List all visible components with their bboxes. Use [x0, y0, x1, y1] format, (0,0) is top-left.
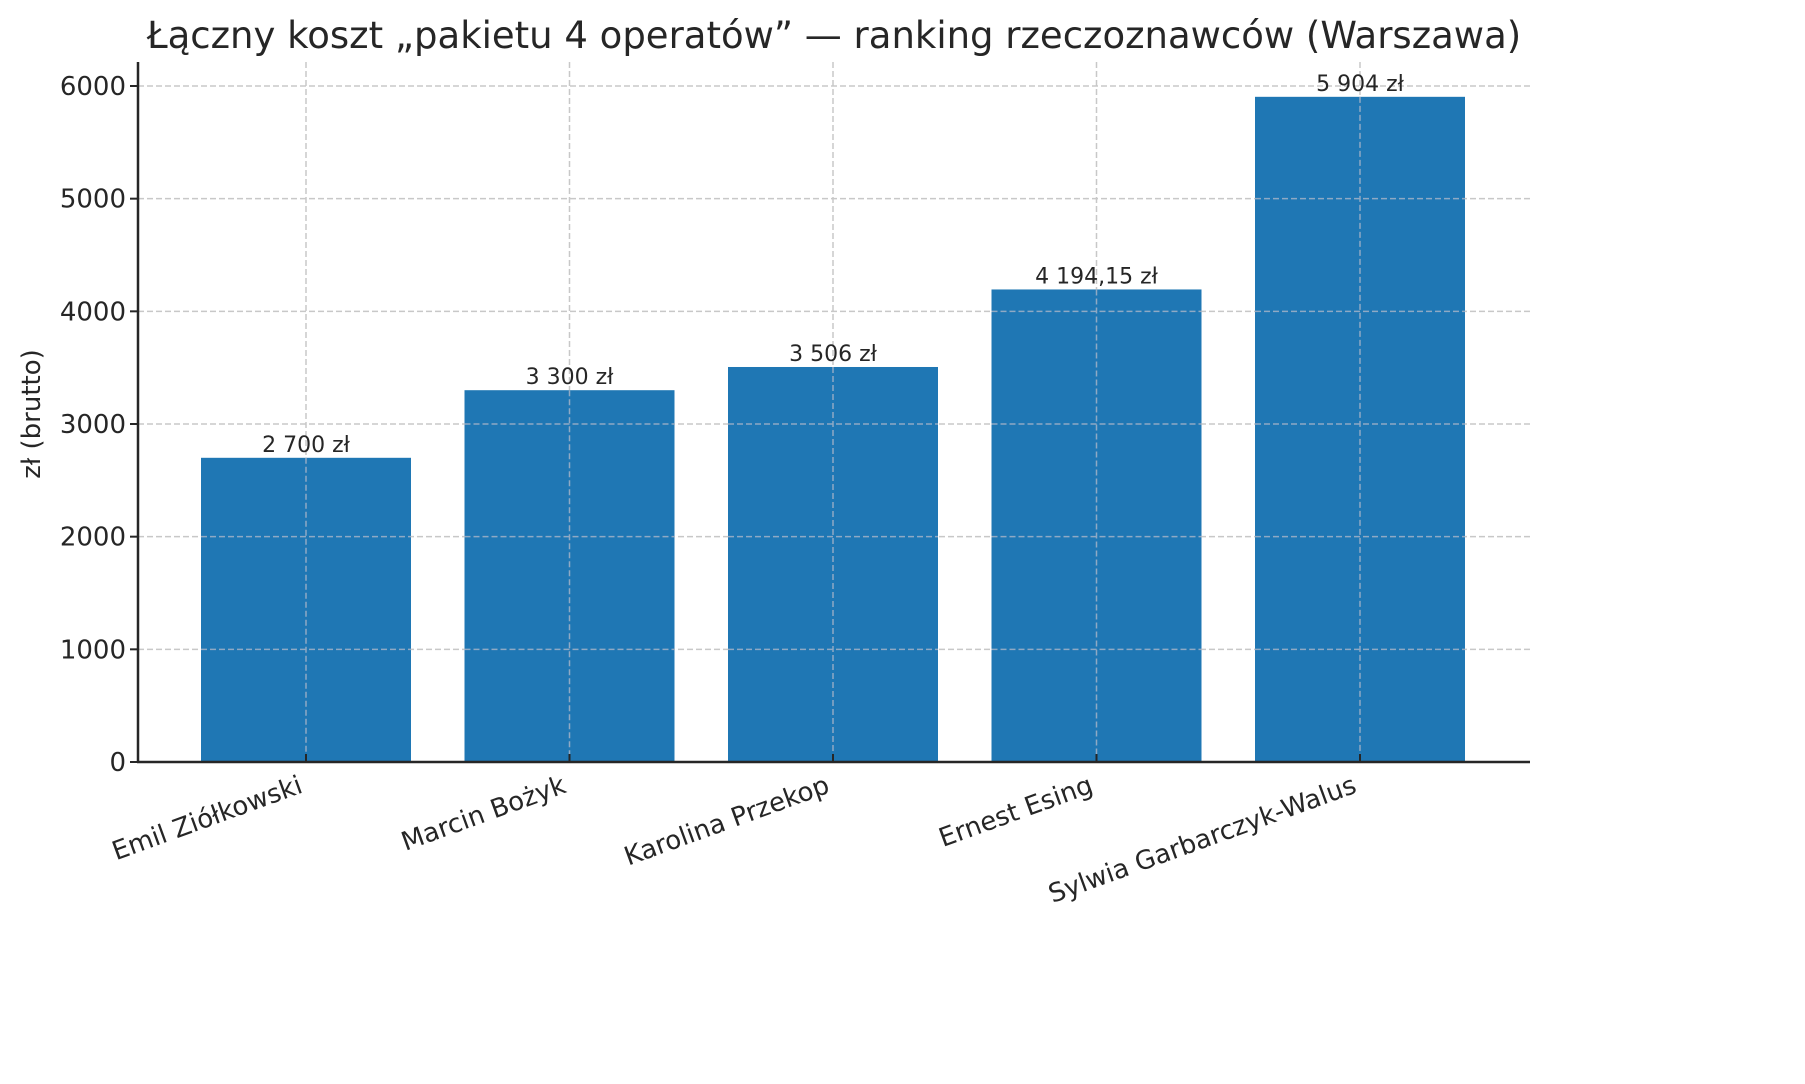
y-tick-label: 2000 [60, 523, 126, 553]
bar-value-label: 2 700 zł [262, 433, 351, 458]
y-tick-label: 0 [109, 748, 126, 778]
x-axis-ticks: Emil Ziółkowski Marcin Bożyk Karolina Prze… [108, 754, 1361, 910]
y-tick-label: 4000 [60, 297, 126, 327]
y-axis-ticks: 0 1000 2000 3000 4000 5000 6000 [60, 72, 138, 778]
bar-value-label: 4 194,15 zł [1035, 264, 1159, 289]
gridlines-over-bars [201, 96, 1465, 762]
bar-value-label: 5 904 zł [1316, 72, 1405, 97]
y-tick-label: 5000 [60, 185, 126, 215]
chart-title: Łączny koszt „pakietu 4 operatów” — rank… [146, 14, 1521, 57]
bar-value-label: 3 300 zł [526, 365, 615, 390]
x-tick-label: Ernest Esing [935, 770, 1097, 853]
x-tick-label: Karolina Przekop [620, 770, 833, 872]
y-tick-label: 6000 [60, 72, 126, 102]
value-labels: 2 700 zł 3 300 zł 3 506 zł 4 194,15 zł 5 904… [262, 72, 1405, 458]
x-tick-label: Emil Ziółkowski [108, 770, 306, 867]
y-tick-label: 1000 [60, 635, 126, 665]
y-tick-label: 3000 [60, 410, 126, 440]
bar-value-label: 3 506 zł [789, 342, 878, 367]
x-tick-label: Marcin Bożyk [397, 770, 569, 857]
bars-group [201, 96, 1465, 763]
y-axis-label: zł (brutto) [17, 349, 47, 479]
